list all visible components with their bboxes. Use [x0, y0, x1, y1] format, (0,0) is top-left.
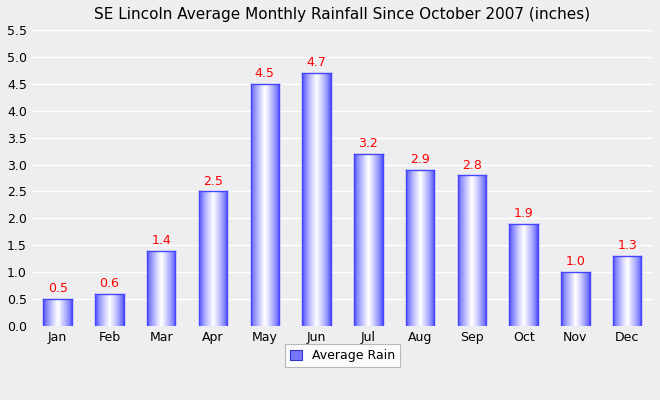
Legend: Average Rain: Average Rain	[284, 344, 400, 367]
Text: 2.9: 2.9	[411, 153, 430, 166]
Title: SE Lincoln Average Monthly Rainfall Since October 2007 (inches): SE Lincoln Average Monthly Rainfall Sinc…	[94, 7, 591, 22]
Text: 4.5: 4.5	[255, 67, 275, 80]
Text: 1.4: 1.4	[151, 234, 171, 247]
Text: 1.0: 1.0	[566, 256, 585, 268]
Text: 4.7: 4.7	[307, 56, 327, 69]
Text: 1.9: 1.9	[513, 207, 533, 220]
Text: 2.8: 2.8	[462, 158, 482, 172]
Text: 2.5: 2.5	[203, 175, 223, 188]
Text: 1.3: 1.3	[617, 239, 637, 252]
Text: 3.2: 3.2	[358, 137, 378, 150]
Text: 0.6: 0.6	[100, 277, 119, 290]
Text: 0.5: 0.5	[48, 282, 68, 295]
